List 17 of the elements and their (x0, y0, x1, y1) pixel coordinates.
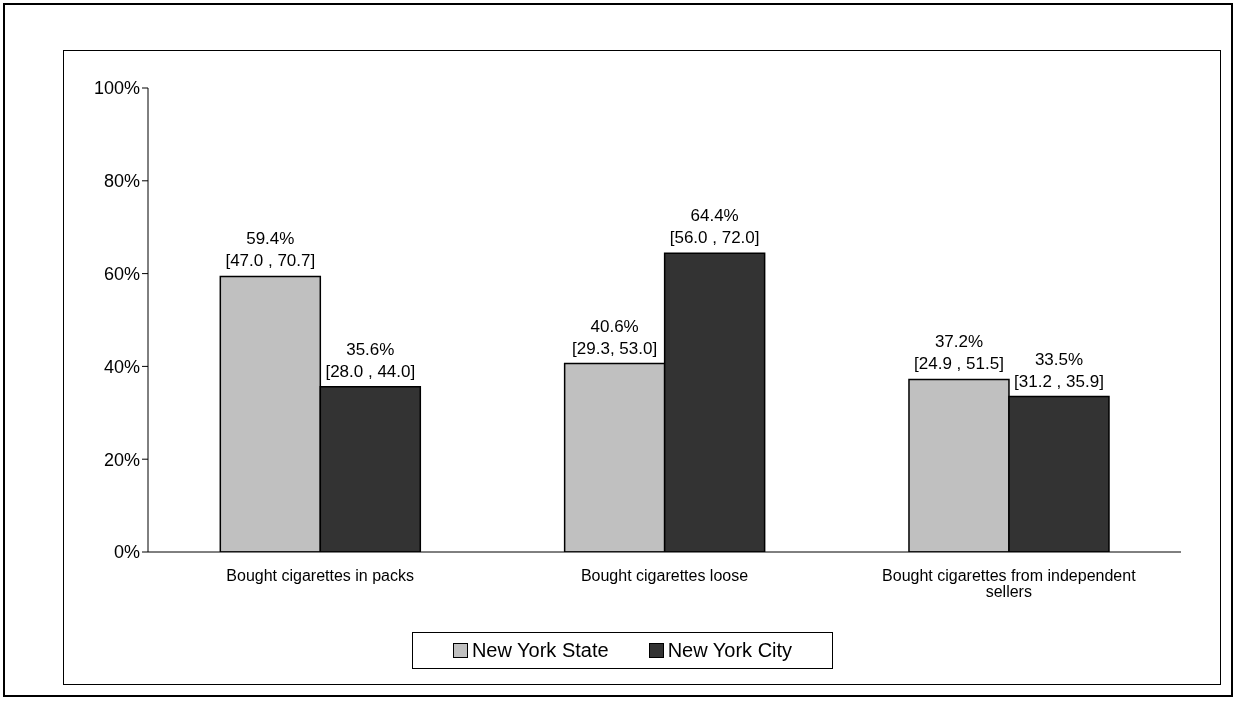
x-tick-label: Bought cigarettes from independent sellers (882, 567, 1137, 601)
x-tick-label: Bought cigarettes in packs (226, 567, 414, 585)
y-tick-label: 0% (113, 542, 140, 563)
data-label: 37.2% [24.9 , 51.5] (914, 332, 1004, 374)
data-label: 64.4% [56.0 , 72.0] (669, 206, 760, 248)
data-label: 35.6% [28.0 , 44.0] (325, 339, 416, 381)
y-tick-label: 60% (103, 263, 140, 284)
y-tick-label: 20% (103, 449, 140, 470)
x-tick-label: Bought cigarettes loose (580, 567, 749, 585)
legend-label: New York State (470, 639, 609, 662)
y-tick-label: 80% (103, 171, 140, 192)
y-tick-label: 100% (93, 78, 140, 99)
legend-label: New York City (666, 639, 793, 662)
data-label: 59.4% [47.0 , 70.7] (225, 229, 316, 271)
data-label: 33.5% [31.2 , 35.9] (1014, 349, 1104, 391)
data-label: 40.6% [29.3, 53.0] (572, 316, 658, 358)
y-tick-label: 40% (103, 356, 140, 377)
